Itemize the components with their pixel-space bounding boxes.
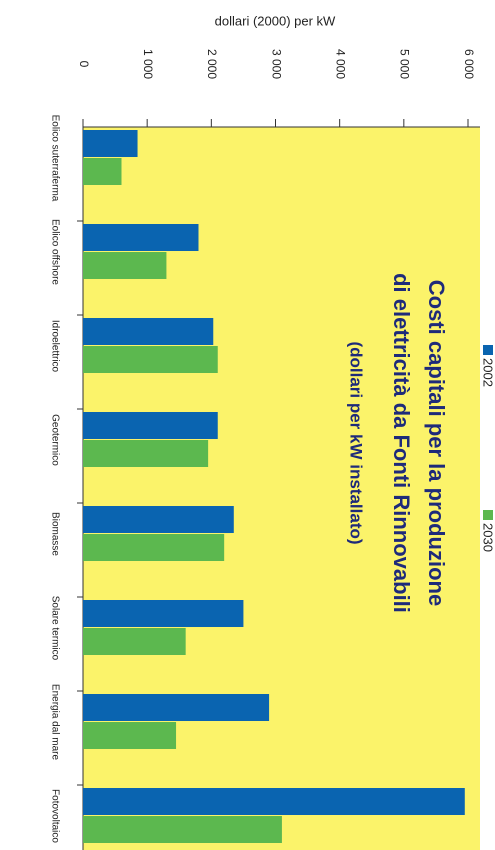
x-tick-label: Energia dal mare <box>49 684 60 761</box>
bar <box>82 506 234 533</box>
y-tick-label: 4 000 <box>333 49 347 79</box>
x-tick-label: Biomasse <box>49 512 60 556</box>
bar <box>83 694 270 721</box>
bar <box>83 440 209 467</box>
y-tick-label: 0 <box>77 61 91 68</box>
bar <box>83 788 465 815</box>
x-tick-label: Solare termico <box>49 596 60 661</box>
axis-title: dollari (2000) per kW <box>215 13 336 28</box>
bar <box>83 600 244 627</box>
chart-subtitle: (dollari per kW installato) <box>347 341 366 544</box>
legend-swatch <box>483 510 493 520</box>
y-tick-label: 1 000 <box>141 49 155 79</box>
x-tick-label: Geotermico <box>49 414 60 466</box>
bar <box>83 816 282 843</box>
x-tick-label: Fotovoltaico <box>49 789 60 843</box>
y-tick-label: 2 000 <box>205 49 219 79</box>
x-tick-label: Eolico suterraferma <box>49 115 60 202</box>
chart-title: Costi capitali per la produzione <box>424 280 449 606</box>
rotated-chart: 0 1 000 2 000 3 000 4 000 5 000 6 000 Costi cap… <box>49 49 495 850</box>
legend-label: 2030 <box>481 523 495 552</box>
x-tick-label: Idroelettrico <box>49 320 60 373</box>
bar <box>83 224 199 251</box>
bar <box>82 628 186 655</box>
bar <box>83 346 218 373</box>
bar <box>82 722 177 749</box>
y-tick-label: 6 000 <box>462 49 476 79</box>
bar <box>82 130 138 157</box>
y-tick-label: 5 000 <box>398 49 412 79</box>
legend-label: 2002 <box>481 358 495 387</box>
bar <box>82 534 225 561</box>
bar <box>83 158 122 185</box>
x-tick-label: Eolico offshore <box>49 219 60 285</box>
plot-area <box>83 127 480 850</box>
y-tick-label: 3 000 <box>269 49 283 79</box>
bar <box>83 412 218 439</box>
bar <box>83 318 214 345</box>
bar <box>82 252 167 279</box>
legend-swatch <box>483 345 493 355</box>
chart-title: di elettricità da Fonti Rinnovabili <box>389 273 414 613</box>
